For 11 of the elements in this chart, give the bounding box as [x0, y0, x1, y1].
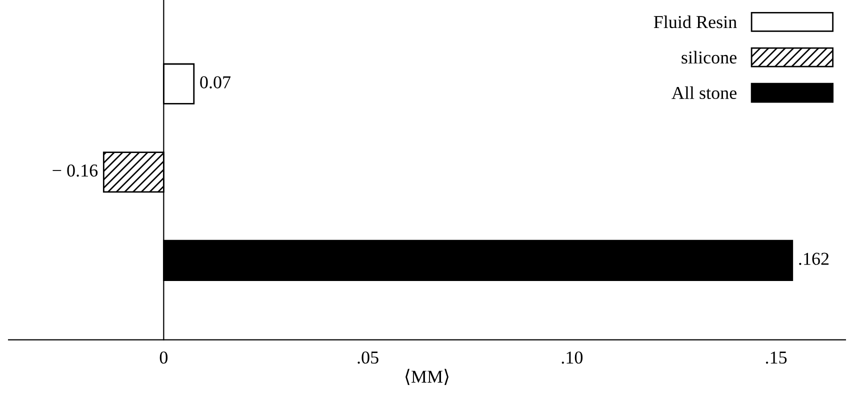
x-tick-label: 0 — [160, 351, 168, 364]
legend-label: silicone — [682, 50, 736, 64]
legend-label: Fluid Resin — [654, 15, 737, 28]
x-tick-label: .15 — [766, 352, 787, 364]
legend-label: All stone — [672, 86, 736, 100]
x-axis-title: ⟨MM⟩ — [406, 368, 448, 386]
annotation: .162 — [799, 252, 829, 265]
x-tick-label: .05 — [358, 351, 378, 364]
annotation: − 0.16 — [52, 164, 98, 177]
annotation: 0.07 — [200, 76, 231, 88]
x-tick-label: .10 — [562, 351, 583, 364]
